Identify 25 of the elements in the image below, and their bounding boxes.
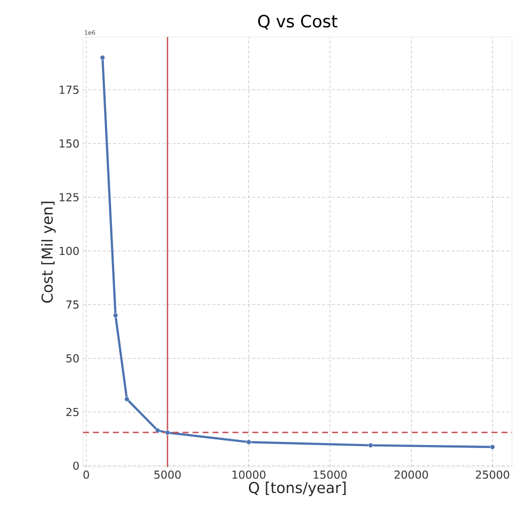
point — [490, 444, 495, 450]
y-tick-label: 150 — [60, 139, 79, 148]
x-tick-label: 0 — [83, 470, 89, 479]
point — [113, 312, 118, 318]
x-tick-label: 20000 — [394, 470, 428, 479]
y-tick-label: 25 — [66, 408, 79, 416]
point — [100, 55, 105, 60]
x-axis-title: Q [tons/year] — [248, 482, 346, 496]
y-tick-label: 125 — [60, 193, 79, 202]
x-tick-label: 15000 — [314, 470, 347, 479]
point — [124, 396, 130, 402]
x-tick-label: 5000 — [154, 470, 181, 479]
x-tick-label: 25000 — [476, 470, 510, 479]
y-axis-title: Cost [Mil yen] — [41, 202, 56, 303]
x-tick-label: 10000 — [232, 470, 266, 479]
y-tick-label: 50 — [66, 354, 79, 362]
chart-title: Q vs Cost — [258, 14, 338, 30]
point — [165, 430, 170, 436]
point — [368, 442, 374, 448]
y-tick-label: 100 — [60, 246, 79, 256]
point — [155, 428, 160, 433]
y-tick-label: 0 — [73, 462, 79, 470]
point — [246, 440, 252, 445]
y-tick-label: 75 — [66, 300, 79, 309]
y-tick-label: 175 — [60, 86, 79, 94]
